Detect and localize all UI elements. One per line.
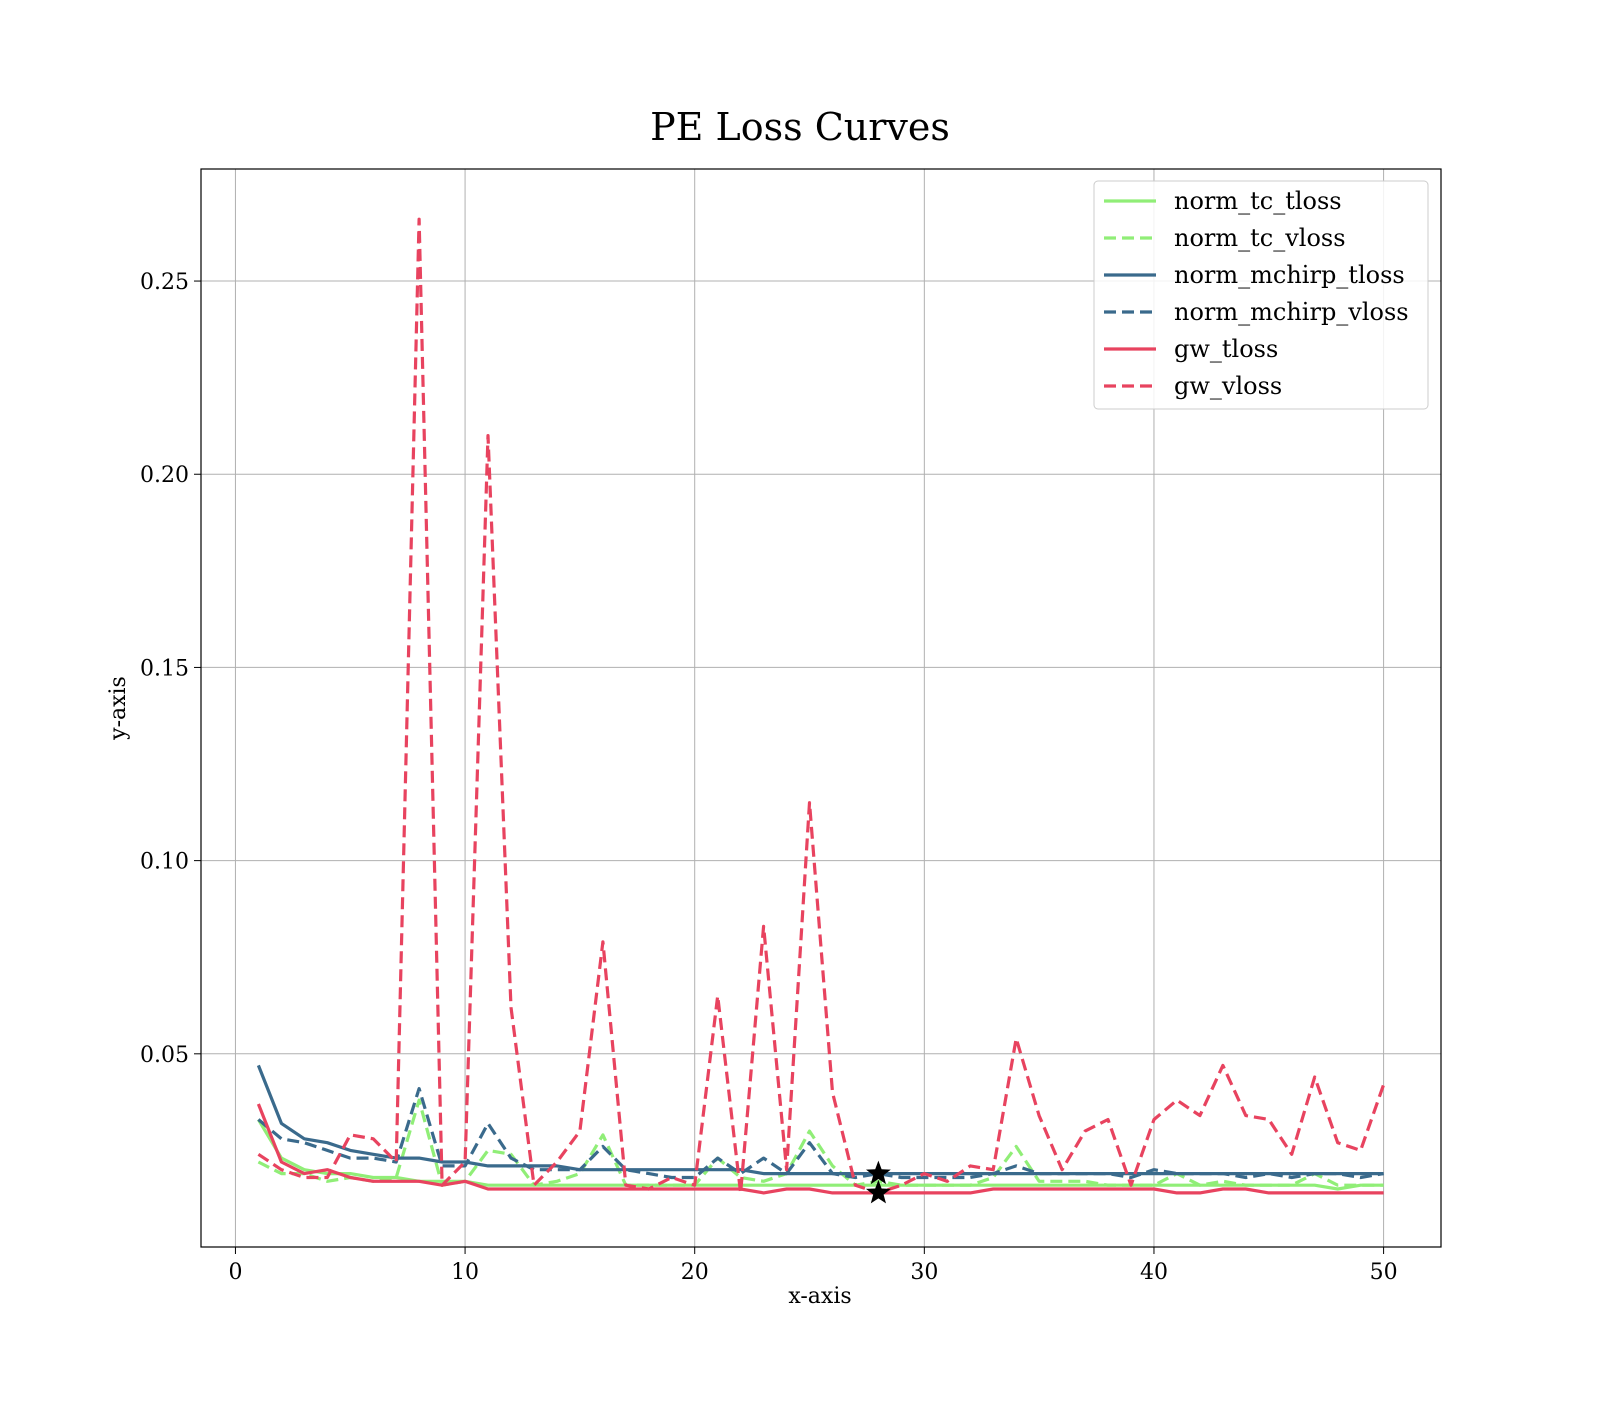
y-axis-ticks: 0.05 0.10 0.15 0.20 0.25	[140, 270, 201, 1068]
x-tick-label: 50	[1370, 1260, 1398, 1285]
legend-entry-label: norm_tc_vloss	[1174, 224, 1346, 252]
legend-entry-label: norm_tc_tloss	[1174, 187, 1342, 215]
y-tick-label: 0.10	[140, 850, 189, 875]
y-tick-label: 0.25	[140, 270, 189, 295]
legend-box	[1093, 180, 1429, 410]
series-line-norm-mchirp-vloss	[257, 1086, 1384, 1180]
axes-frame	[200, 168, 1442, 1248]
best-epoch-star-marker	[866, 1160, 891, 1185]
series-line-gw-vloss	[257, 217, 1386, 1195]
legend-entry-label: gw_tloss	[1174, 335, 1278, 363]
x-tick-label: 10	[451, 1260, 479, 1285]
x-tick-label: 40	[1140, 1260, 1168, 1285]
x-tick-label: 30	[910, 1260, 938, 1285]
y-tick-label: 0.15	[140, 656, 189, 681]
series-line-norm-mchirp-tloss	[256, 1064, 1384, 1176]
legend-entry-label: gw_vloss	[1174, 372, 1282, 400]
series-line-gw-tloss	[256, 1103, 1384, 1195]
legend-entry-label: norm_mchirp_tloss	[1174, 261, 1405, 289]
y-tick-label: 0.05	[140, 1043, 189, 1068]
x-tick-label: 20	[681, 1260, 709, 1285]
y-tick-label: 0.20	[140, 463, 189, 488]
chart-title: PE Loss Curves	[650, 105, 950, 149]
x-axis-label: x-axis	[788, 1284, 851, 1309]
legend: norm_tc_tloss norm_tc_vloss norm_mchirp_tl…	[1093, 180, 1429, 410]
plot-area	[256, 217, 1386, 1204]
x-tick-label: 0	[228, 1260, 242, 1285]
y-axis-label: y-axis	[106, 676, 131, 741]
best-epoch-star-marker	[866, 1179, 891, 1204]
legend-entry-label: norm_mchirp_vloss	[1174, 298, 1409, 326]
x-axis-ticks: 0 10 20 30 40 50	[228, 1247, 1398, 1285]
